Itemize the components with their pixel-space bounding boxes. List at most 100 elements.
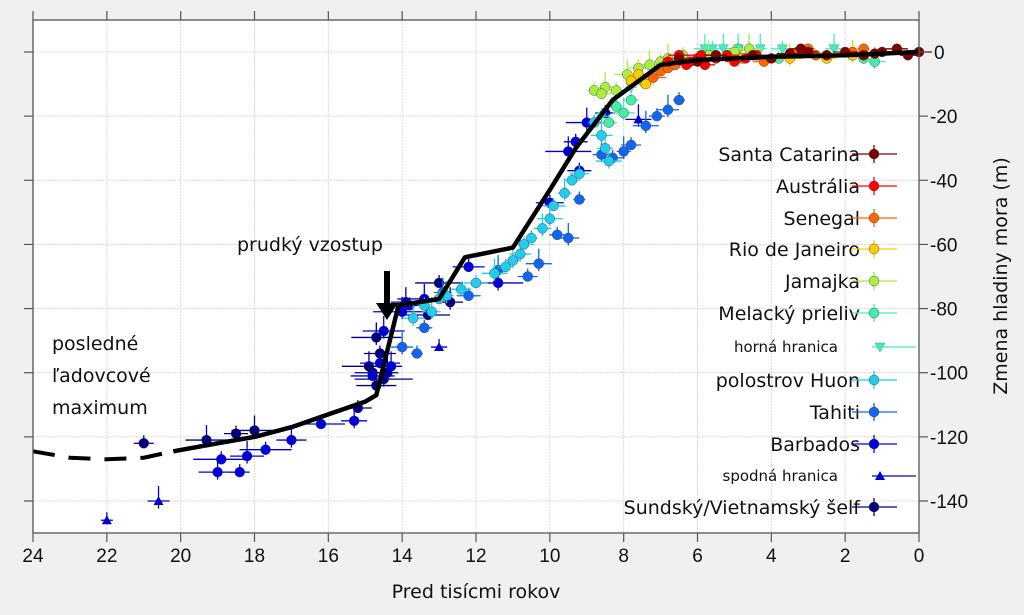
- data-point: [434, 342, 445, 352]
- y-tick-label: -20: [930, 107, 957, 128]
- legend-label: Jamajka: [784, 271, 860, 293]
- data-point: [378, 325, 389, 337]
- data-point: [596, 130, 607, 141]
- annotation-lgm-line-2: ľadovcové: [52, 365, 151, 387]
- x-tick-label: 2: [840, 546, 851, 567]
- data-point: [492, 277, 504, 289]
- legend-label: Tahiti: [809, 402, 860, 424]
- data-point: [625, 139, 637, 151]
- data-point: [533, 258, 544, 269]
- y-axis-title: Zmena hladiny mora (m): [990, 157, 1012, 395]
- legend-label: Barbados: [770, 434, 860, 456]
- data-point: [618, 107, 629, 119]
- data-point: [241, 450, 253, 462]
- data-point: [371, 332, 382, 343]
- data-point: [470, 277, 482, 289]
- legend-label: spodná hranica: [723, 467, 838, 485]
- legend-item: polostrov Huon: [716, 370, 897, 392]
- legend-item: spodná hranica: [723, 467, 916, 485]
- curve-solid-segment: [172, 49, 920, 454]
- data-point: [603, 117, 615, 128]
- data-point: [411, 348, 423, 359]
- legend-label: polostrov Huon: [716, 370, 860, 392]
- data-point: [500, 261, 511, 273]
- data-point: [651, 110, 663, 122]
- data-point: [633, 114, 644, 124]
- data-point: [348, 415, 360, 427]
- data-point: [101, 515, 112, 525]
- curve-dashed-segment: [32, 449, 174, 462]
- data-point: [507, 255, 519, 266]
- data-point: [717, 44, 729, 55]
- x-tick-label: 14: [392, 546, 414, 567]
- series-barbados: [193, 104, 616, 480]
- legend-marker: [868, 307, 880, 319]
- y-tick-label: -140: [930, 492, 968, 513]
- legend-marker: [868, 374, 880, 386]
- legend-item: Santa Catarina: [718, 144, 897, 166]
- legend: Santa Catarina Austrália Senegal Rio de Jan…: [624, 144, 916, 519]
- data-series: [100, 33, 932, 525]
- data-point: [522, 271, 533, 282]
- data-point: [673, 94, 685, 106]
- x-tick-label: 10: [539, 546, 560, 567]
- x-axis-title: Pred tisícmi rokov: [392, 581, 561, 603]
- y-axis: 0 -20 -40 -60 -80 -100 -120 -140: [24, 43, 968, 513]
- legend-label: Melacký prieliv: [718, 303, 860, 325]
- data-point: [456, 284, 467, 295]
- data-point: [548, 200, 559, 212]
- data-point: [552, 229, 563, 241]
- data-point: [433, 277, 445, 289]
- y-tick-label: -40: [930, 171, 957, 192]
- sea-level-curve: [32, 49, 920, 462]
- data-point: [463, 290, 474, 301]
- data-point: [563, 232, 574, 244]
- data-point: [396, 341, 408, 353]
- data-point: [489, 268, 500, 279]
- data-point: [574, 168, 585, 180]
- annotation-lgm-line-1: posledné: [52, 333, 138, 355]
- legend-item: Tahiti: [809, 402, 897, 424]
- legend-item: Rio de Janeiro: [729, 239, 897, 261]
- annotation-lgm: posledné ľadovcové maximum: [52, 333, 151, 419]
- x-tick-label: 18: [244, 546, 265, 567]
- data-point: [419, 322, 430, 334]
- legend-item: Jamajka: [784, 271, 897, 293]
- legend-item: Sundský/Vietnamský šelf: [624, 497, 897, 519]
- legend-marker: [868, 243, 880, 255]
- data-point: [526, 232, 537, 244]
- data-point: [212, 466, 223, 478]
- legend-label: horná hranica: [734, 338, 838, 356]
- data-point: [234, 466, 245, 478]
- legend-item: Senegal: [784, 208, 897, 230]
- data-point: [603, 155, 615, 167]
- legend-label: Rio de Janeiro: [729, 239, 860, 261]
- legend-item: Melacký prieliv: [718, 303, 897, 325]
- legend-marker: [868, 406, 880, 418]
- data-point: [138, 438, 149, 449]
- x-tick-label: 6: [692, 546, 703, 567]
- legend-marker: [868, 212, 880, 224]
- series-santa-catarina: [673, 43, 932, 67]
- data-point: [559, 187, 570, 199]
- legend-marker: [868, 438, 880, 450]
- x-axis: 24 22 20 18 16 14 12 10 8 6 4 2 0: [22, 11, 924, 567]
- legend-item: Barbados: [770, 434, 897, 456]
- data-point: [662, 104, 674, 115]
- data-point: [408, 312, 419, 324]
- x-tick-label: 22: [96, 546, 117, 567]
- legend-label: Santa Catarina: [718, 144, 860, 166]
- x-tick-label: 16: [318, 546, 339, 567]
- legend-item: horná hranica: [734, 338, 916, 356]
- series-spodn-hranica: [100, 104, 652, 525]
- rapid-rise-arrow-icon: [376, 271, 398, 320]
- data-point: [385, 361, 397, 372]
- data-point: [286, 434, 297, 446]
- x-tick-label: 24: [22, 546, 44, 567]
- legend-marker: [868, 501, 880, 513]
- y-tick-label: -100: [930, 364, 968, 385]
- y-tick-label: -60: [930, 235, 957, 256]
- data-point: [795, 43, 807, 54]
- x-tick-label: 0: [914, 546, 925, 567]
